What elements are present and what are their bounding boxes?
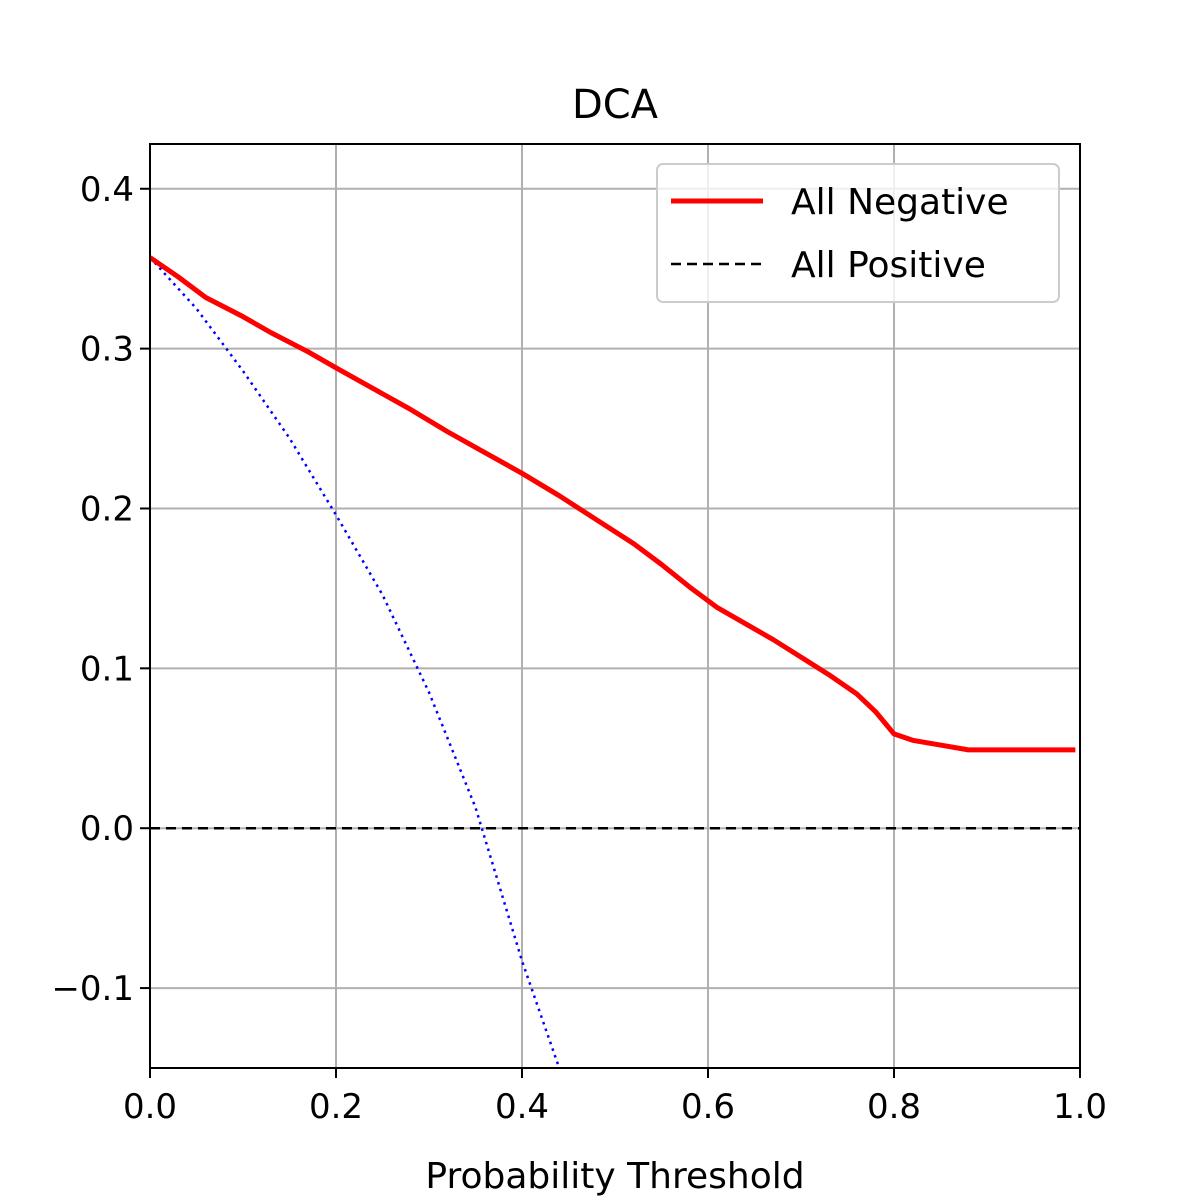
x-tick-label: 0.8: [867, 1087, 921, 1127]
tick-layer: 0.0 0.2 0.4 0.6 0.8 1.0 −0.1 0.0 0.1 0.2 0.3 0.4: [51, 170, 1107, 1127]
x-tick-label: 0.0: [123, 1087, 177, 1127]
y-tick-label: −0.1: [51, 969, 134, 1009]
legend-label: All Positive: [791, 245, 986, 286]
y-tick-label: 0.4: [80, 170, 134, 210]
legend-label: All Negative: [791, 182, 1009, 223]
chart-title: DCA: [572, 82, 659, 128]
x-tick-label: 0.2: [309, 1087, 363, 1127]
series-line-all-negative: [150, 255, 1076, 753]
y-tick-label: 0.3: [80, 330, 134, 370]
y-tick-label: 0.1: [80, 649, 134, 689]
x-tick-label: 0.4: [495, 1087, 549, 1127]
x-tick-label: 1.0: [1053, 1087, 1107, 1127]
legend: All Negative All Positive: [656, 163, 1060, 303]
plot-frame: [149, 143, 1081, 1069]
x-axis-label: Probability Threshold: [425, 1156, 804, 1197]
series-line-model: [150, 256, 561, 1068]
series-layer: [150, 255, 1080, 1068]
y-tick-label: 0.2: [80, 489, 134, 529]
x-tick-label: 0.6: [681, 1087, 735, 1127]
y-tick-label: 0.0: [80, 809, 134, 849]
